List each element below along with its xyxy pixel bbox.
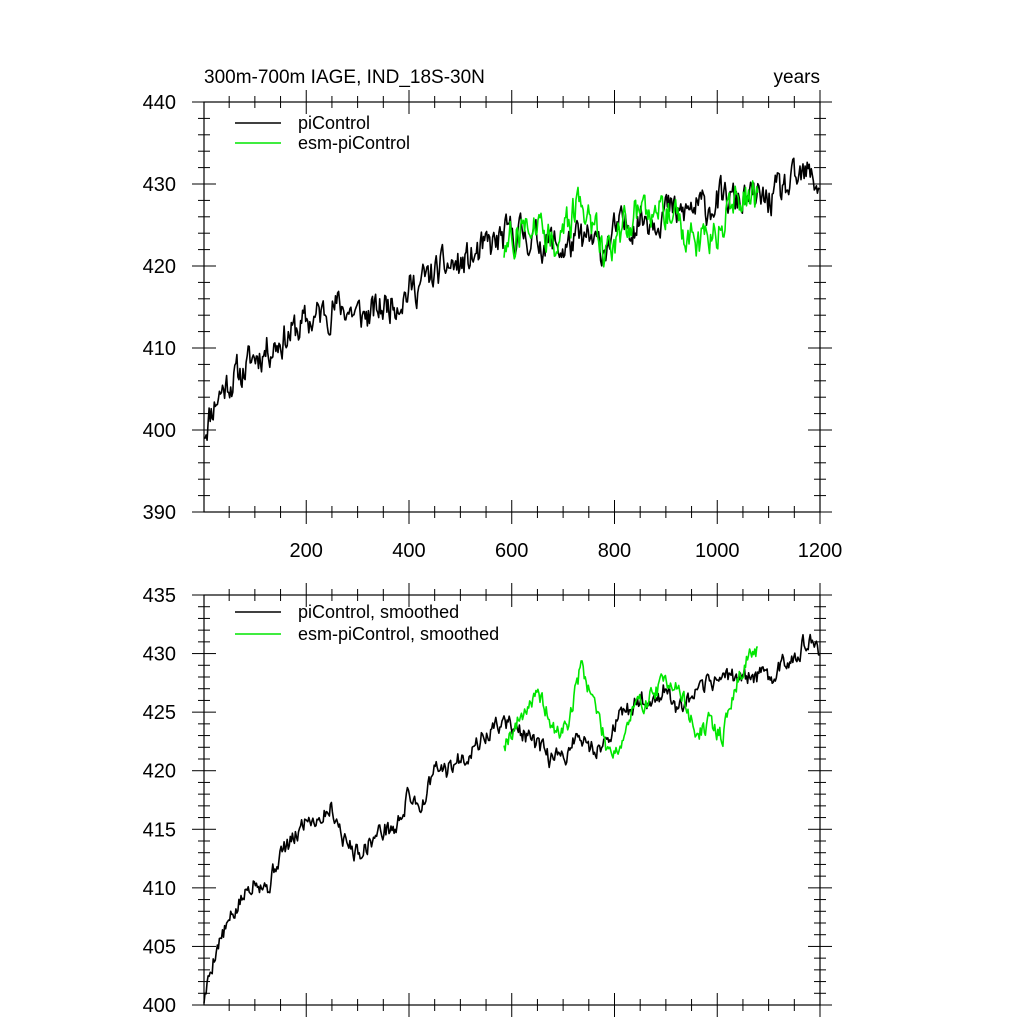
bottom-y-tick-label: 425 bbox=[143, 702, 176, 724]
bottom-y-tick-label: 430 bbox=[143, 644, 176, 666]
top-units-label: years bbox=[774, 67, 820, 88]
top-series-line-esm-picontrol bbox=[503, 180, 759, 268]
bottom-legend-label-esm-picontrol: esm-piControl, smoothed bbox=[298, 624, 499, 644]
top-series-line-picontrol bbox=[203, 157, 821, 442]
bottom-series-line-esm-picontrol bbox=[503, 646, 758, 759]
top-tick-group: 390 400 410 420 430 440 200 400 600 800 1000 1200 bbox=[143, 90, 843, 562]
top-x-tick-label: 400 bbox=[392, 540, 425, 562]
bottom-series-line-picontrol bbox=[203, 633, 820, 1004]
bottom-legend-label-picontrol: piControl, smoothed bbox=[298, 602, 459, 622]
top-legend-label-picontrol: piControl bbox=[298, 113, 370, 133]
top-panel: 300m-700m IAGE, IND_18S-30N years 390 400… bbox=[143, 67, 843, 562]
top-legend: piControl esm-piControl bbox=[235, 113, 410, 153]
top-x-tick-label: 1200 bbox=[798, 540, 843, 562]
top-y-tick-label: 400 bbox=[143, 420, 176, 442]
bottom-y-tick-label: 420 bbox=[143, 761, 176, 783]
top-y-tick-label: 430 bbox=[143, 174, 176, 196]
bottom-y-tick-label: 435 bbox=[143, 585, 176, 607]
top-y-tick-label: 410 bbox=[143, 338, 176, 360]
bottom-y-tick-label: 400 bbox=[143, 995, 176, 1017]
bottom-panel: 400 405 410 415 420 425 430 435 piControl, smoo… bbox=[143, 583, 832, 1017]
top-y-tick-label: 440 bbox=[143, 92, 176, 114]
top-legend-label-esm-picontrol: esm-piControl bbox=[298, 133, 410, 153]
top-x-tick-label: 200 bbox=[290, 540, 323, 562]
top-title: 300m-700m IAGE, IND_18S-30N bbox=[204, 67, 485, 88]
top-series-group bbox=[203, 157, 821, 442]
bottom-y-tick-label: 415 bbox=[143, 819, 176, 841]
top-y-tick-label: 390 bbox=[143, 502, 176, 524]
top-x-tick-label: 800 bbox=[598, 540, 631, 562]
top-y-tick-label: 420 bbox=[143, 256, 176, 278]
top-x-tick-label: 1000 bbox=[695, 540, 740, 562]
top-x-tick-label: 600 bbox=[495, 540, 528, 562]
bottom-series-group bbox=[203, 633, 820, 1004]
bottom-legend: piControl, smoothed esm-piControl, smoot… bbox=[235, 602, 499, 644]
bottom-y-tick-label: 410 bbox=[143, 878, 176, 900]
bottom-tick-group: 400 405 410 415 420 425 430 435 bbox=[143, 583, 832, 1017]
bottom-y-tick-label: 405 bbox=[143, 936, 176, 958]
